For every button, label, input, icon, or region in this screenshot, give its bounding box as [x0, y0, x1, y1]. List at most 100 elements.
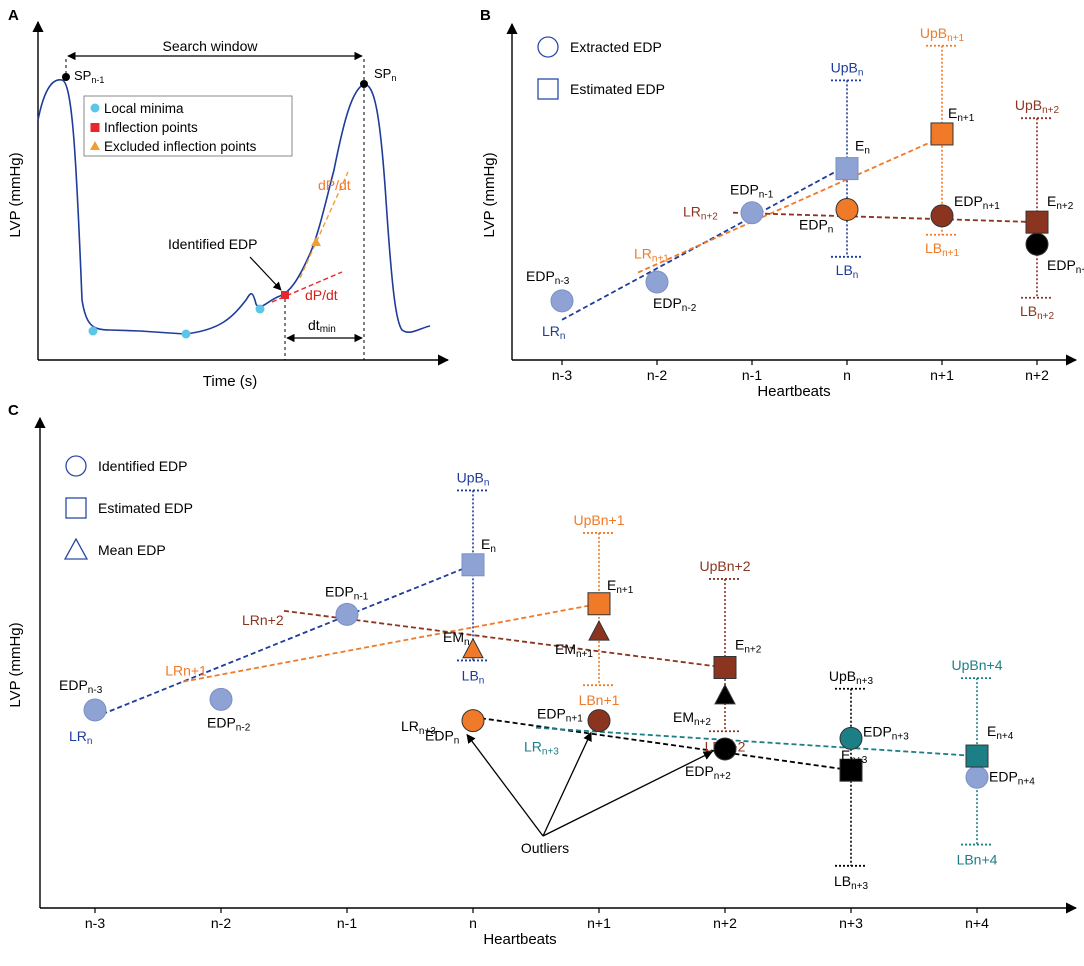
point-label: EDPn	[799, 217, 833, 236]
upper-bound-label: UpBn+2	[1015, 97, 1060, 116]
dpdt-excluded-tangent	[299, 171, 349, 279]
lower-bound-label: LBn+2	[1020, 303, 1055, 322]
point-label: EDPn+1	[537, 706, 583, 725]
outliers-label: Outliers	[521, 840, 569, 856]
edp-point	[740, 201, 764, 225]
point-label: En+2	[1047, 193, 1074, 212]
x-tick-label: n-3	[552, 367, 572, 383]
legend-triangle-marker	[63, 537, 89, 560]
x-tick-label: n-2	[211, 915, 231, 931]
sp-prev-label: SPn-1	[74, 68, 104, 85]
point-label: EMn	[443, 629, 470, 648]
upper-bound-label: UpBn+2	[700, 558, 751, 574]
regression-line-label: LRn+3	[401, 718, 436, 737]
point-label: EDPn-3	[59, 677, 103, 696]
pressure-trace	[37, 79, 431, 335]
panel-b: B LVP (mmHg) Heartbeats n-3 n-2 n-1 n n+1 n+2 Ex…	[480, 7, 1084, 400]
upper-bound-label: UpBn+1	[920, 25, 965, 44]
point-label: EDPn-1	[325, 583, 369, 602]
legend-circle-marker	[65, 455, 87, 477]
panel-b-plot: LVP (mmHg) Heartbeats n-3 n-2 n-1 n n+1 n+2 Extr…	[481, 22, 1084, 400]
legend-inflection-marker	[90, 123, 100, 132]
point-label: EDPn+3	[863, 723, 909, 742]
point-label: EDPn-3	[526, 268, 570, 287]
point-label: En+3	[841, 747, 868, 766]
lower-bound-label: LBn+4	[957, 852, 998, 868]
estimated-edp-point	[461, 553, 485, 577]
lower-bound-label: LBn	[462, 667, 485, 686]
x-tick-label: n+1	[930, 367, 954, 383]
outlier-arrow	[542, 731, 592, 837]
identified-edp-marker	[281, 291, 289, 299]
point-label: EDPn	[425, 728, 459, 747]
y-axis-label: LVP (mmHg)	[481, 152, 498, 237]
identified-edp-label: Identified EDP	[168, 236, 258, 252]
point-label: En	[855, 138, 870, 157]
edp-point	[835, 198, 859, 222]
point-label: EDPn+1	[954, 193, 1000, 212]
legend-label: Extracted EDP	[570, 39, 662, 55]
panel-c-plot: LVP (mmHg) Heartbeats n-3 n-2 n-1 n n+1 n+2 n+3 n…	[7, 416, 1078, 948]
point-label: EDPn+2	[1047, 257, 1084, 276]
search-window-label: Search window	[163, 38, 259, 54]
regression-line-label: LRn+2	[242, 612, 284, 628]
regression-line	[732, 211, 1038, 224]
mean-edp-point	[714, 683, 736, 705]
x-tick-label: n+2	[1025, 367, 1049, 383]
legend-label: Mean EDP	[98, 542, 166, 558]
regression-line-label: LRn	[542, 323, 565, 342]
regression-line-label: LRn+1	[634, 246, 669, 265]
estimated-edp-point	[839, 758, 863, 782]
upper-bound-label: UpBn	[457, 469, 490, 488]
legend-local-minima-marker	[90, 103, 100, 113]
x-tick-label: n-3	[85, 915, 105, 931]
upper-bound-label: UpBn+1	[574, 512, 625, 528]
mean-edp-point	[462, 637, 484, 659]
upper-bound-label: UpBn+4	[952, 657, 1003, 673]
lower-bound-label: LBn+1	[925, 240, 960, 259]
dpdt-excluded-label: dP/dt	[318, 177, 351, 193]
regression-line	[183, 602, 600, 683]
x-axis-label: Heartbeats	[483, 931, 556, 948]
point-label: EDPn+4	[989, 768, 1035, 787]
x-tick-label: n-2	[647, 367, 667, 383]
regression-line	[535, 726, 978, 757]
x-tick-label: n	[469, 915, 477, 931]
upper-bound-label: UpBn+3	[829, 668, 874, 687]
lower-bound-label: LBn+1	[579, 692, 620, 708]
point-label: En+1	[948, 105, 975, 124]
legend-label: Estimated EDP	[570, 81, 665, 97]
identified-edp-arrow	[249, 256, 282, 291]
estimated-edp-point	[1025, 210, 1049, 234]
sp-curr-marker	[360, 80, 368, 88]
regression-line-label: LRn+3	[524, 739, 559, 758]
x-tick-label: n+1	[587, 915, 611, 931]
x-tick-label: n-1	[337, 915, 357, 931]
edp-point	[209, 687, 233, 711]
upper-bound-label: UpBn	[831, 59, 864, 78]
regression-line	[283, 609, 726, 669]
estimated-edp-point	[713, 656, 737, 679]
regression-line	[94, 563, 474, 718]
y-axis-label: LVP (mmHg)	[7, 622, 24, 707]
edp-point	[83, 698, 107, 722]
edp-point	[335, 602, 359, 626]
panel-c-label: C	[8, 402, 19, 419]
x-tick-label: n-1	[742, 367, 762, 383]
regression-line-label: LRn+1	[165, 663, 207, 679]
panel-a-y-label: LVP (mmHg)	[7, 152, 24, 237]
panel-a: A LVP (mmHg) Time (s) Search window SPn-…	[7, 7, 450, 390]
dtmin-label: dtmin	[308, 317, 336, 335]
panel-a-label: A	[8, 7, 19, 24]
edp-point	[839, 726, 863, 750]
legend-excluded-label: Excluded inflection points	[104, 139, 257, 154]
edp-point	[645, 270, 669, 294]
legend-label: Identified EDP	[98, 458, 188, 474]
lower-bound-label: LBn+3	[834, 873, 869, 892]
x-tick-label: n+3	[839, 915, 863, 931]
legend-square-marker	[65, 497, 87, 519]
edp-point	[461, 709, 485, 733]
estimated-edp-point	[930, 122, 954, 146]
regression-line-label: LRn	[69, 728, 92, 747]
